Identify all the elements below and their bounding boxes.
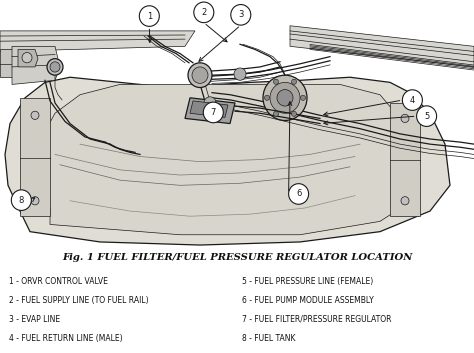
Circle shape [47, 59, 63, 75]
Circle shape [417, 106, 437, 126]
Polygon shape [0, 31, 195, 52]
Polygon shape [18, 49, 38, 67]
Text: 7 - FUEL FILTER/PRESSURE REGULATOR: 7 - FUEL FILTER/PRESSURE REGULATOR [242, 315, 391, 324]
Circle shape [188, 63, 212, 88]
Text: Fig. 1 FUEL FILTER/FUEL PRESSURE REGULATOR LOCATION: Fig. 1 FUEL FILTER/FUEL PRESSURE REGULAT… [62, 253, 412, 262]
Circle shape [22, 53, 32, 63]
Circle shape [31, 111, 39, 119]
Text: 1: 1 [146, 12, 152, 20]
Circle shape [139, 6, 159, 26]
Polygon shape [390, 103, 420, 216]
Polygon shape [0, 49, 15, 77]
Circle shape [402, 90, 422, 110]
Circle shape [301, 95, 306, 100]
Polygon shape [35, 84, 420, 235]
Circle shape [263, 75, 307, 120]
Text: 2 - FUEL SUPPLY LINE (TO FUEL RAIL): 2 - FUEL SUPPLY LINE (TO FUEL RAIL) [9, 296, 149, 305]
Text: 3: 3 [238, 10, 244, 19]
Circle shape [31, 197, 39, 205]
Circle shape [234, 68, 246, 80]
Circle shape [401, 197, 409, 205]
Circle shape [292, 111, 297, 116]
Polygon shape [185, 98, 235, 124]
Circle shape [231, 5, 251, 25]
Circle shape [50, 62, 60, 72]
Circle shape [273, 111, 279, 116]
Circle shape [204, 97, 216, 109]
Circle shape [194, 2, 214, 23]
Text: 4: 4 [410, 96, 415, 104]
Polygon shape [290, 26, 474, 67]
Text: 8 - FUEL TANK: 8 - FUEL TANK [242, 334, 295, 343]
Text: 5 - FUEL PRESSURE LINE (FEMALE): 5 - FUEL PRESSURE LINE (FEMALE) [242, 277, 373, 286]
Circle shape [264, 95, 270, 100]
Circle shape [277, 90, 293, 106]
Polygon shape [190, 101, 228, 117]
Text: 6: 6 [296, 190, 301, 198]
Text: 7: 7 [210, 108, 216, 117]
Polygon shape [0, 0, 474, 247]
Circle shape [401, 114, 409, 122]
Text: 2: 2 [201, 8, 207, 17]
Circle shape [273, 79, 279, 84]
Text: 3 - EVAP LINE: 3 - EVAP LINE [9, 315, 61, 324]
Polygon shape [20, 98, 50, 216]
Circle shape [192, 67, 208, 83]
Text: 1 - ORVR CONTROL VALVE: 1 - ORVR CONTROL VALVE [9, 277, 109, 286]
Circle shape [11, 190, 31, 210]
Text: 8: 8 [18, 196, 24, 205]
Circle shape [203, 102, 223, 123]
Circle shape [292, 79, 297, 84]
Polygon shape [5, 77, 450, 245]
Text: 6 - FUEL PUMP MODULE ASSEMBLY: 6 - FUEL PUMP MODULE ASSEMBLY [242, 296, 374, 305]
Polygon shape [12, 46, 60, 84]
Circle shape [270, 82, 300, 113]
Text: 5: 5 [424, 112, 429, 121]
Circle shape [289, 184, 309, 204]
Text: 4 - FUEL RETURN LINE (MALE): 4 - FUEL RETURN LINE (MALE) [9, 334, 123, 343]
